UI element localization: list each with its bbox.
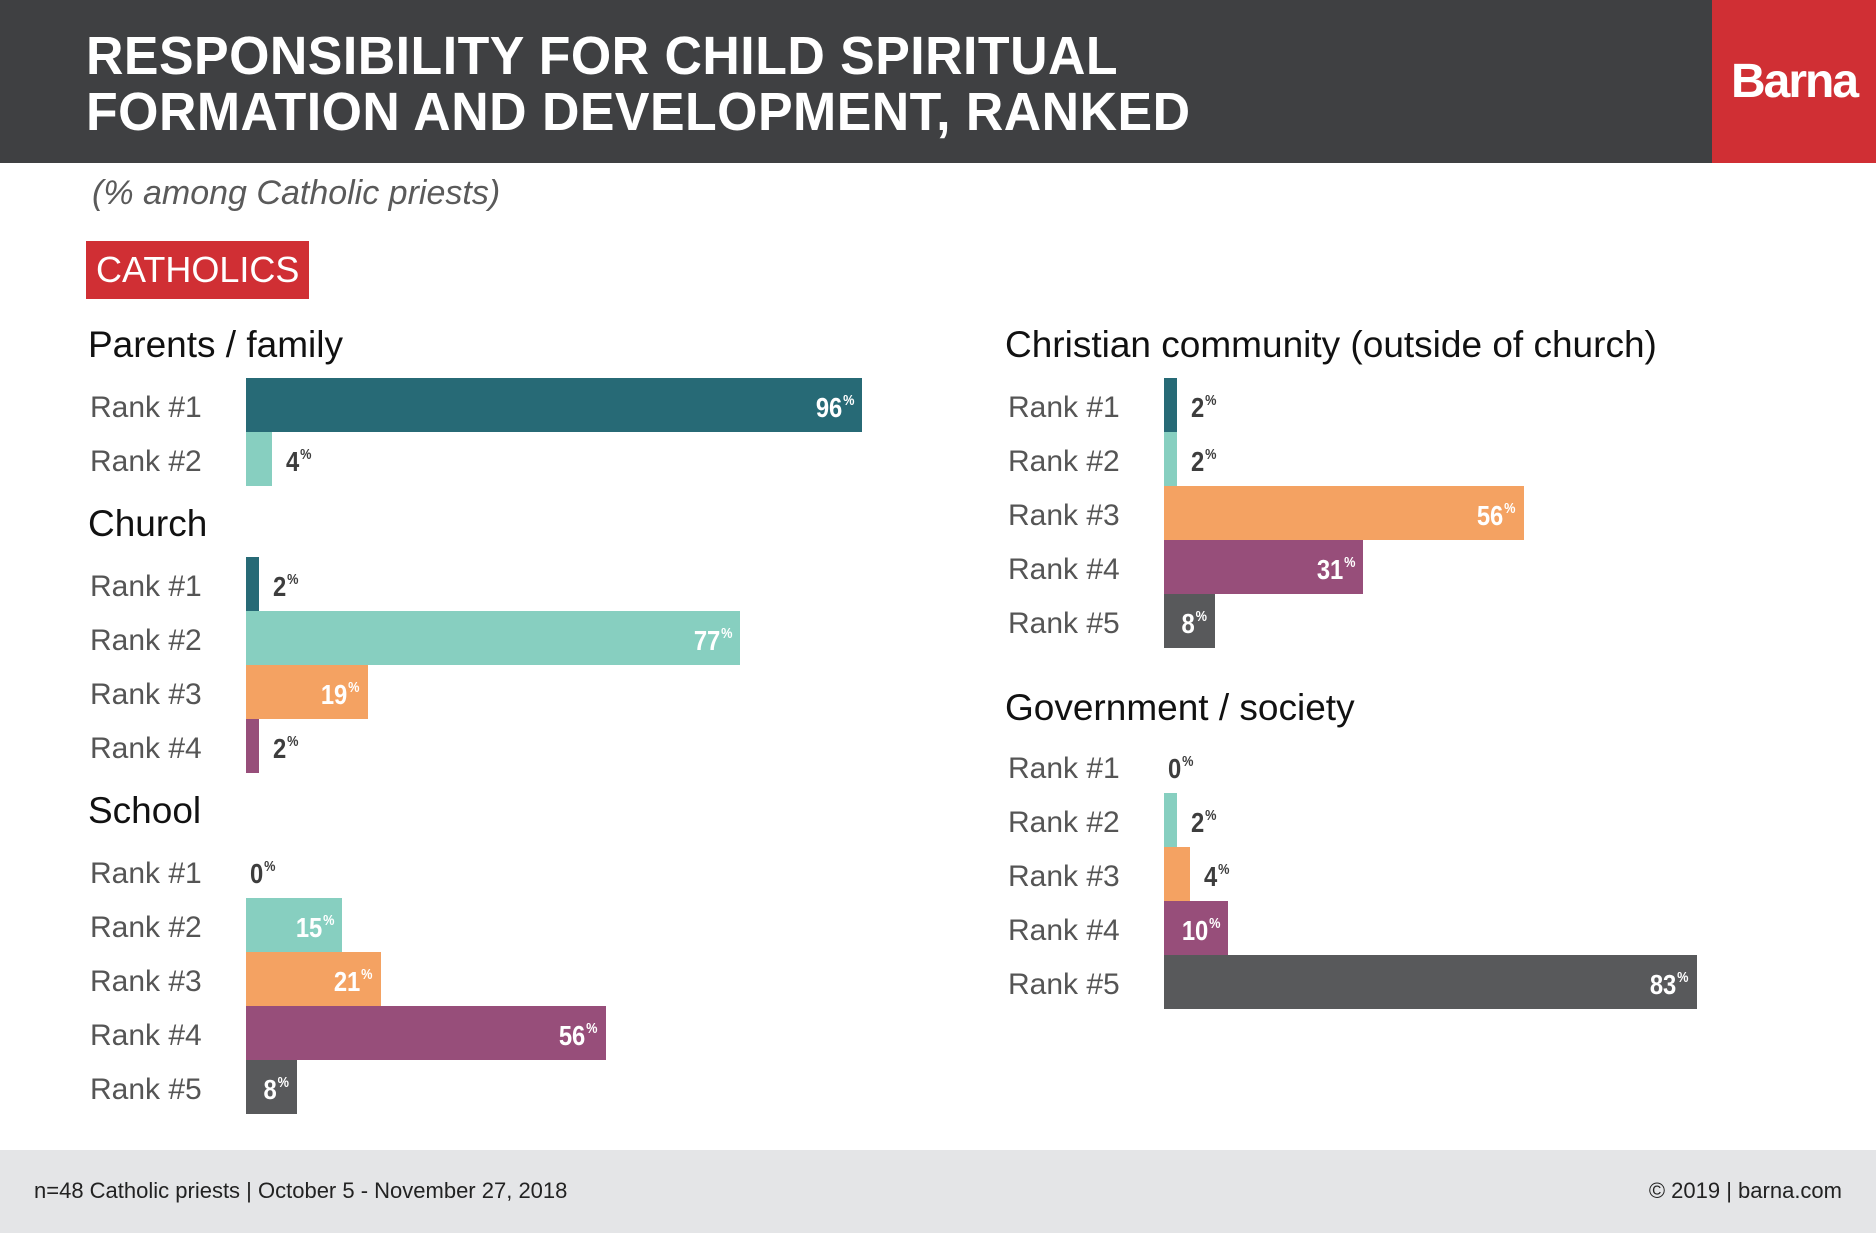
bar — [246, 719, 259, 773]
bar — [246, 378, 863, 432]
data-label: 15% — [295, 912, 335, 943]
group-title: Government / society — [1005, 687, 1355, 728]
header-banner: RESPONSIBILITY FOR CHILD SPIRITUAL FORMA… — [0, 0, 1712, 163]
rank-label: Rank #3 — [90, 965, 202, 998]
data-label: 56% — [558, 1020, 598, 1051]
data-label: 83% — [1650, 969, 1689, 1000]
bar — [246, 611, 741, 665]
barna-logo: Barna — [1712, 0, 1876, 163]
rank-label: Rank #4 — [90, 732, 202, 765]
data-label: 31% — [1316, 554, 1356, 585]
chart-title-line-2: FORMATION AND DEVELOPMENT, RANKED — [86, 82, 1191, 142]
rank-label: Rank #2 — [1008, 806, 1120, 839]
data-label: 96% — [815, 392, 855, 423]
data-label: 4% — [1203, 861, 1230, 892]
rank-label: Rank #1 — [90, 570, 202, 603]
data-label: 10% — [1181, 915, 1221, 946]
rank-label: Rank #1 — [90, 391, 202, 424]
chart-title: RESPONSIBILITY FOR CHILD SPIRITUAL FORMA… — [86, 28, 1190, 140]
group-title: Christian community (outside of church) — [1005, 324, 1657, 365]
rank-label: Rank #1 — [1008, 391, 1120, 424]
rank-label: Rank #2 — [1008, 445, 1120, 478]
bar — [1164, 540, 1364, 594]
bar — [1164, 847, 1190, 901]
rank-label: Rank #2 — [90, 911, 202, 944]
rank-label: Rank #5 — [90, 1073, 202, 1106]
rank-label: Rank #3 — [1008, 860, 1120, 893]
bar — [1164, 432, 1177, 486]
group-title: Parents / family — [88, 324, 343, 365]
bar — [246, 898, 343, 952]
footer-copyright: © 2019 | barna.com — [1648, 1178, 1842, 1203]
bar — [246, 432, 272, 486]
rank-label: Rank #1 — [90, 857, 202, 890]
bar — [1164, 793, 1177, 847]
rank-label: Rank #4 — [1008, 914, 1120, 947]
data-label: 21% — [334, 966, 373, 997]
bar — [246, 1006, 606, 1060]
data-label: 56% — [1476, 500, 1516, 531]
data-label: 2% — [1190, 392, 1217, 423]
bar — [246, 665, 368, 719]
data-label: 2% — [1190, 446, 1217, 477]
bar — [246, 557, 259, 611]
bar — [1164, 486, 1524, 540]
rank-label: Rank #3 — [1008, 499, 1120, 532]
chart-subtitle: (% among Catholic priests) — [92, 174, 501, 212]
data-label: 19% — [321, 679, 360, 710]
rank-label: Rank #2 — [90, 445, 202, 478]
bar — [246, 952, 381, 1006]
barna-logo-text: Barna — [1730, 55, 1859, 108]
group-title: School — [88, 790, 202, 831]
rank-label: Rank #4 — [90, 1019, 202, 1052]
data-label: 0% — [250, 858, 276, 889]
footer: n=48 Catholic priests | October 5 - Nove… — [0, 1150, 1876, 1233]
bar — [1164, 955, 1697, 1009]
group-title: Church — [88, 503, 208, 544]
segment-badge: CATHOLICS — [86, 241, 310, 299]
data-label: 4% — [285, 446, 312, 477]
data-label: 2% — [1190, 807, 1217, 838]
data-label: 2% — [272, 571, 299, 602]
data-label: 8% — [1181, 608, 1208, 639]
rank-label: Rank #5 — [1008, 607, 1120, 640]
data-label: 77% — [693, 625, 733, 656]
footer-source: n=48 Catholic priests | October 5 - Nove… — [34, 1178, 568, 1203]
data-label: 8% — [263, 1074, 290, 1105]
chart-title-line-1: RESPONSIBILITY FOR CHILD SPIRITUAL — [86, 26, 1119, 86]
bar — [246, 1060, 298, 1114]
bar — [1164, 378, 1177, 432]
rank-label: Rank #5 — [1008, 968, 1120, 1001]
rank-label: Rank #1 — [1008, 752, 1120, 785]
rank-label: Rank #2 — [90, 624, 202, 657]
data-label: 2% — [272, 733, 299, 764]
bar — [1164, 594, 1216, 648]
rank-label: Rank #4 — [1008, 553, 1120, 586]
rank-label: Rank #3 — [90, 678, 202, 711]
data-label: 0% — [1168, 753, 1194, 784]
bar — [1164, 901, 1229, 955]
